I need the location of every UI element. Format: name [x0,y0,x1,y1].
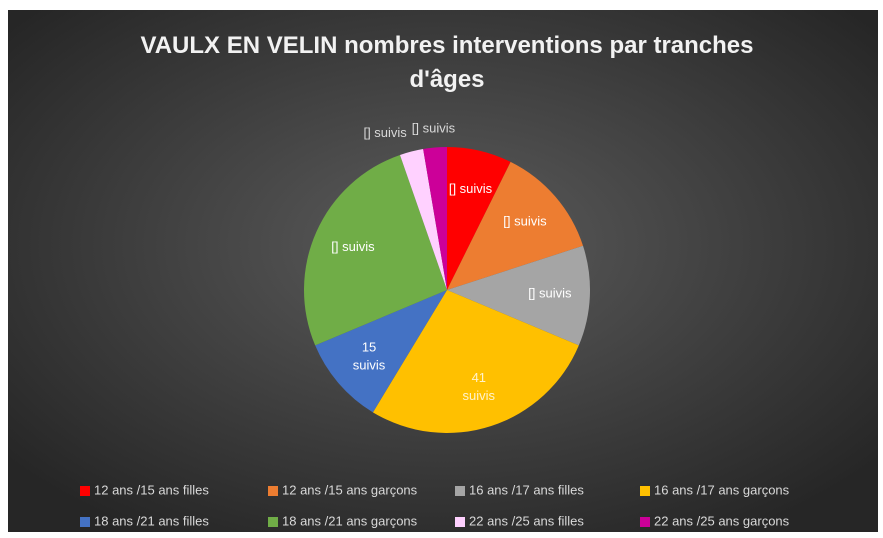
legend-swatch [455,517,465,527]
legend-label: 16 ans /17 ans filles [469,482,584,497]
pie-slice [423,147,447,290]
legend-label: 22 ans /25 ans filles [469,513,584,528]
legend-swatch [80,517,90,527]
legend-label: 12 ans /15 ans filles [94,482,209,497]
legend-swatch [455,486,465,496]
pie-slice [447,161,584,290]
legend-label: 22 ans /25 ans garçons [654,513,790,528]
pie-slice [447,245,590,346]
pie-slice [372,290,579,433]
pie-slice [304,154,447,346]
pie-slice [315,290,447,413]
chart-title: VAULX EN VELIN nombres interventions par… [140,32,753,93]
pie-slice [399,149,447,290]
legend-label: 16 ans /17 ans garçons [654,482,790,497]
legend-swatch [268,517,278,527]
data-label: [] suivis [449,181,493,196]
legend-swatch [80,486,90,496]
legend-swatch [640,517,650,527]
legend-swatch [640,486,650,496]
pie-slice [447,147,511,290]
data-label: [] suivis [331,240,375,255]
data-label: [] suivis [412,120,456,135]
legend-label: 18 ans /21 ans garçons [282,513,418,528]
legend-label: 12 ans /15 ans garçons [282,482,418,497]
data-label: [] suivis [363,125,407,140]
legend-swatch [268,486,278,496]
data-label: 41 suivis [463,370,496,403]
data-label: 15 suivis [353,340,386,373]
legend-label: 18 ans /21 ans filles [94,513,209,528]
data-label: [] suivis [528,286,572,301]
data-label: [] suivis [503,214,547,229]
